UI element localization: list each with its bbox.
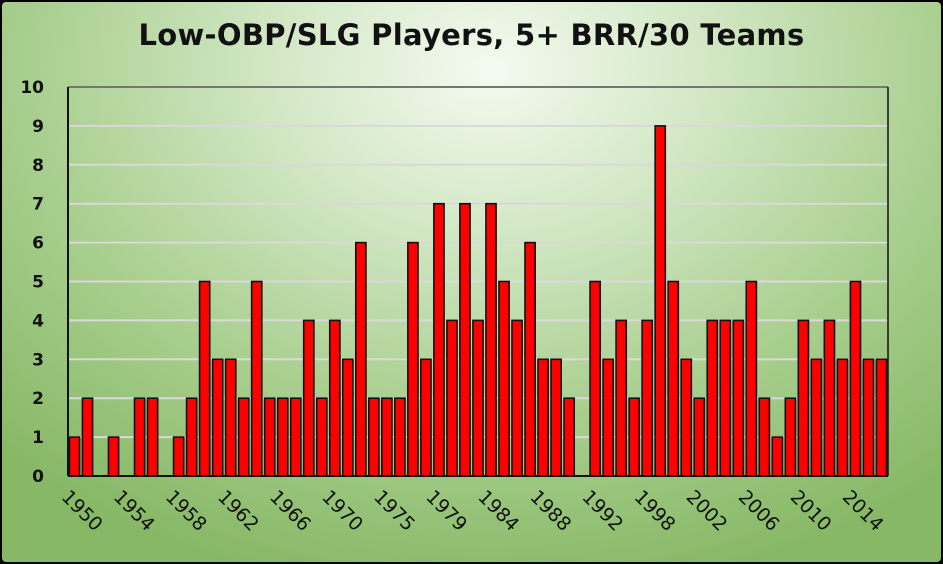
bar-2007 (758, 397, 771, 477)
x-tick-label: 2006 (734, 486, 784, 536)
bar-2014 (849, 280, 862, 477)
bar-1970 (328, 319, 341, 477)
x-tick-label: 2002 (682, 486, 732, 536)
bar-1976 (394, 397, 406, 477)
bar-1993 (602, 358, 615, 477)
bar-2008 (771, 436, 784, 477)
bar-2000 (667, 280, 680, 477)
bar-1969 (315, 397, 328, 477)
y-tick-label: 2 (32, 389, 44, 409)
bar-1964 (250, 280, 263, 477)
bar-2005 (732, 319, 745, 477)
bar-1986 (511, 319, 523, 477)
y-tick-label: 0 (32, 467, 44, 487)
x-tick-label: 1988 (526, 486, 576, 536)
bar-1963 (237, 397, 250, 477)
bar-1953 (107, 436, 120, 477)
bar-2012 (823, 319, 836, 477)
bar-1990 (563, 397, 575, 477)
bar-1956 (146, 397, 159, 477)
bar-1996 (615, 319, 628, 477)
x-tick-label: 1970 (317, 486, 367, 536)
x-tick-label: 1954 (109, 486, 159, 536)
bar-1962 (224, 358, 237, 477)
bar-1974 (367, 397, 380, 477)
bar-1985 (498, 280, 510, 477)
x-tick-label: 1975 (369, 486, 419, 536)
bar-2011 (810, 358, 823, 477)
bar-1984 (485, 202, 497, 477)
bar-1968 (302, 319, 315, 477)
bar-2004 (719, 319, 732, 477)
x-tick-label: 1950 (57, 486, 107, 536)
bar-1978 (420, 358, 432, 477)
bar-1975 (381, 397, 393, 477)
bar-1950 (68, 436, 81, 477)
bar-1980 (446, 319, 458, 477)
x-tick-label: 1979 (421, 486, 471, 536)
y-tick-label: 8 (32, 156, 44, 176)
x-tick-label: 2010 (786, 486, 836, 536)
bar-1997 (628, 397, 641, 477)
bar-1955 (133, 397, 146, 477)
bar-2010 (797, 319, 810, 477)
y-tick-label: 10 (20, 78, 44, 98)
bar-1987 (524, 241, 536, 477)
bar-1982 (459, 202, 471, 477)
bar-1979 (433, 202, 445, 477)
y-tick-label: 4 (32, 311, 44, 331)
y-tick-label: 7 (32, 195, 44, 215)
bar-2001 (680, 358, 693, 477)
y-tick-label: 6 (32, 234, 44, 254)
bar-2013 (836, 358, 849, 477)
bar-1959 (185, 397, 198, 477)
x-tick-label: 2014 (838, 486, 888, 536)
bar-1977 (407, 241, 419, 477)
y-tick-label: 9 (32, 117, 44, 137)
bar-1992 (589, 280, 602, 477)
chart-title: Low-OBP/SLG Players, 5+ BRR/30 Teams (138, 18, 805, 52)
bar-1951 (81, 397, 94, 477)
bar-1960 (198, 280, 211, 477)
y-tick-label: 3 (32, 350, 44, 370)
bar-2009 (784, 397, 797, 477)
x-tick-label: 1962 (213, 486, 263, 536)
x-tick-label: 1992 (578, 486, 628, 536)
bar-2016 (875, 358, 888, 477)
bar-2002 (693, 397, 706, 477)
bar-1965 (263, 397, 276, 477)
bar-1988 (537, 358, 549, 477)
bar-1973 (354, 241, 367, 477)
bar-2003 (706, 319, 719, 477)
bar-1998 (641, 319, 654, 477)
bar-1983 (472, 319, 484, 477)
bar-2015 (862, 358, 875, 477)
x-tick-label: 1998 (630, 486, 680, 536)
bar-1961 (211, 358, 224, 477)
bar-1999 (654, 125, 667, 477)
bar-1958 (172, 436, 185, 477)
bar-1966 (276, 397, 289, 477)
x-tick-label: 1958 (161, 486, 211, 536)
bar-2006 (745, 280, 758, 477)
x-tick-label: 1966 (265, 486, 315, 536)
bar-1967 (289, 397, 302, 477)
bar-1989 (550, 358, 562, 477)
bar-1971 (341, 358, 354, 477)
y-tick-label: 5 (32, 273, 44, 293)
y-tick-label: 1 (32, 428, 44, 448)
x-tick-label: 1984 (473, 486, 523, 536)
